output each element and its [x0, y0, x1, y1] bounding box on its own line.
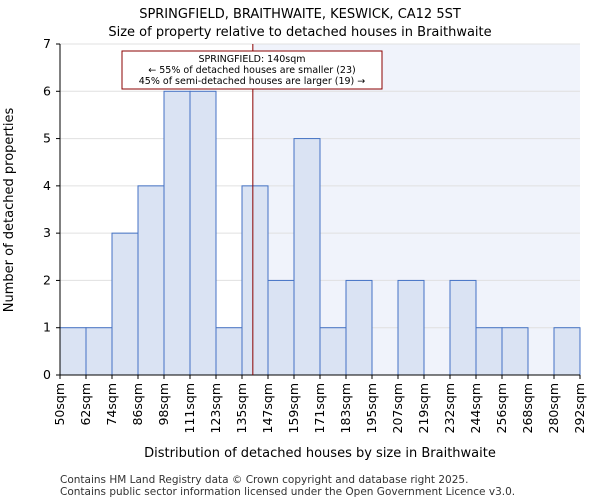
annotation-smaller: ← 55% of detached houses are smaller (23… [148, 65, 355, 76]
bar [345, 279, 373, 376]
footer-line-2: Contains public sector information licen… [60, 486, 515, 498]
bar [215, 327, 243, 376]
x-tick-label: 123sqm [208, 383, 223, 433]
y-axis-label: Number of detached properties [2, 108, 17, 313]
y-tick-label: 3 [43, 225, 51, 240]
bar [267, 279, 295, 376]
bar [553, 327, 581, 376]
bar [85, 327, 113, 376]
x-tick-label: 183sqm [338, 383, 353, 433]
bar [449, 279, 477, 376]
bar [137, 185, 165, 376]
y-tick-label: 0 [43, 367, 51, 382]
bar [475, 327, 503, 376]
x-tick-label: 171sqm [312, 383, 327, 433]
bar [397, 279, 425, 376]
x-axis-label: Distribution of detached houses by size … [144, 446, 496, 461]
x-tick-label: 219sqm [416, 383, 431, 433]
y-tick-label: 4 [43, 178, 51, 193]
annotation-box [121, 50, 383, 90]
bar [241, 185, 269, 376]
y-tick-label: 7 [43, 36, 51, 51]
x-tick-label: 292sqm [572, 383, 587, 433]
x-tick-label: 159sqm [286, 383, 301, 433]
x-tick-label: 135sqm [234, 383, 249, 433]
annotation-larger: 45% of semi-detached houses are larger (… [139, 76, 366, 87]
x-tick-label: 74sqm [104, 383, 119, 426]
y-tick-label: 6 [43, 83, 51, 98]
chart-title: SPRINGFIELD, BRAITHWAITE, KESWICK, CA12 … [139, 7, 461, 22]
bar [163, 90, 191, 376]
y-tick-label: 2 [43, 272, 51, 287]
x-tick-label: 111sqm [182, 383, 197, 433]
x-tick-label: 256sqm [494, 383, 509, 433]
bar [111, 232, 139, 376]
x-tick-label: 98sqm [156, 383, 171, 426]
x-tick-label: 62sqm [78, 383, 93, 426]
x-tick-label: 244sqm [468, 383, 483, 433]
x-tick-label: 268sqm [520, 383, 535, 433]
x-tick-label: 232sqm [442, 383, 457, 433]
y-tick-label: 5 [43, 131, 51, 146]
y-tick-label: 1 [43, 320, 51, 335]
chart-subtitle: Size of property relative to detached ho… [108, 25, 491, 40]
bar [59, 327, 87, 376]
footer-line-1: Contains HM Land Registry data © Crown c… [60, 474, 468, 486]
x-tick-label: 280sqm [546, 383, 561, 433]
bar [293, 138, 321, 376]
x-tick-label: 50sqm [52, 383, 67, 426]
x-tick-label: 195sqm [364, 383, 379, 433]
annotation-title: SPRINGFIELD: 140sqm [198, 54, 305, 65]
bar [319, 327, 347, 376]
x-tick-label: 147sqm [260, 383, 275, 433]
x-tick-label: 86sqm [130, 383, 145, 426]
x-tick-label: 207sqm [390, 383, 405, 433]
bar [501, 327, 529, 376]
bar [189, 90, 217, 376]
